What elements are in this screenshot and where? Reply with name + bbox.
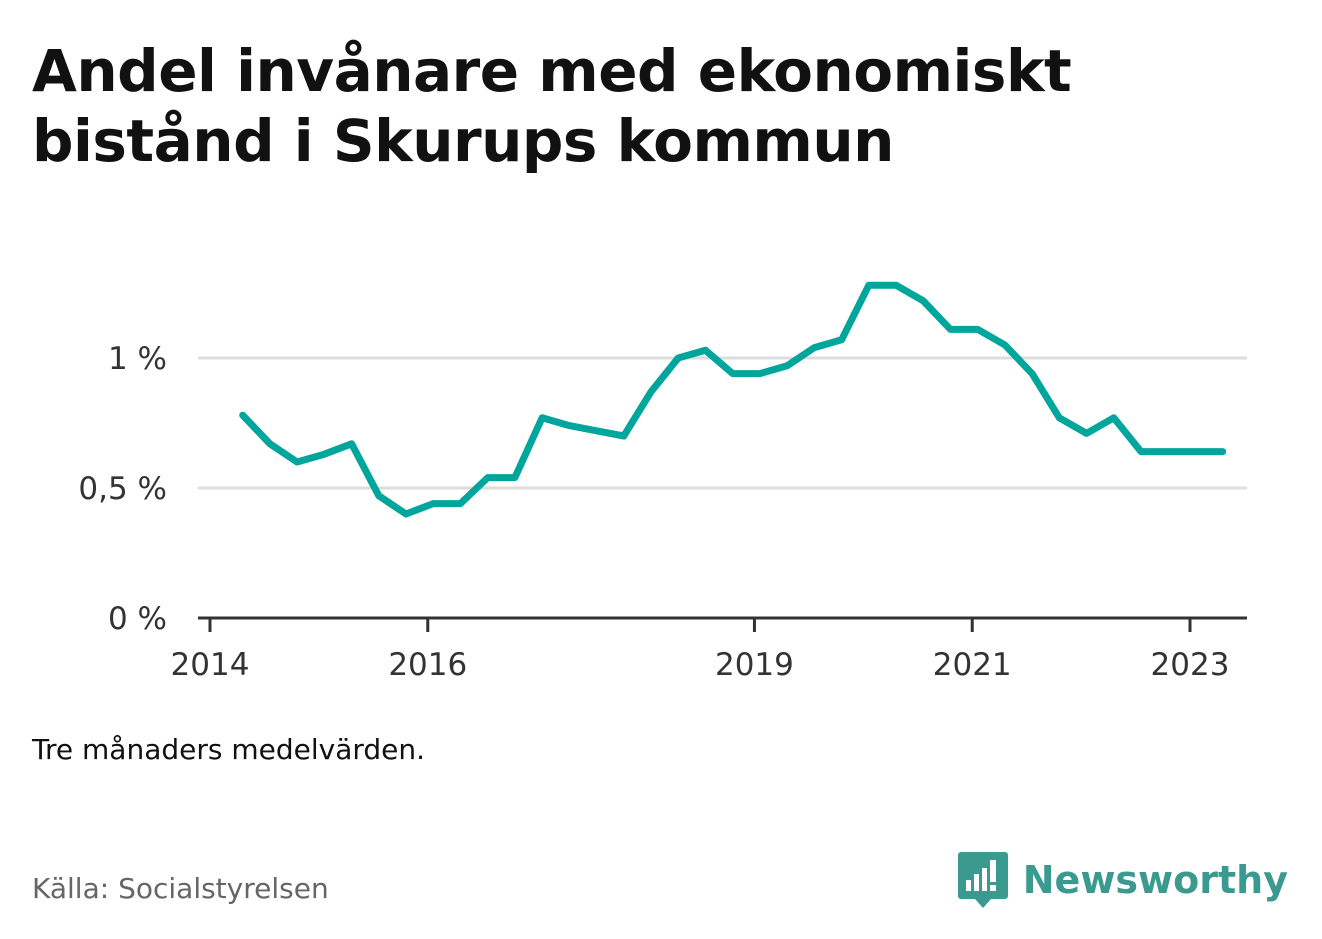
grid-lines [198, 356, 1247, 490]
y-axis-labels: 0 % 0,5 % 1 % [78, 341, 167, 637]
line-chart: 0 % 0,5 % 1 % 2014 2016 2019 2021 2023 [78, 281, 1247, 683]
y-tick-label: 0 % [108, 601, 167, 637]
source-credit: Källa: Socialstyrelsen [32, 872, 329, 905]
series-layer [239, 281, 1227, 518]
x-tick-label: 2014 [171, 647, 250, 683]
x-tick-label: 2021 [933, 647, 1012, 683]
x-tick-label: 2019 [715, 647, 794, 683]
y-tick-label: 0,5 % [78, 471, 167, 507]
brand-logo: Newsworthy [957, 850, 1288, 910]
x-axis [198, 616, 1247, 632]
newsworthy-logo-icon [957, 852, 1008, 908]
chart-note: Tre månaders medelvärden. [32, 733, 426, 766]
x-tick-label: 2016 [388, 647, 467, 683]
x-tick-label: 2023 [1151, 647, 1230, 683]
chart-title: Andel invånare med ekonomiskt bistånd i … [32, 37, 1072, 175]
brand-name: Newsworthy [1022, 858, 1288, 902]
y-tick-label: 1 % [108, 341, 167, 377]
x-axis-labels: 2014 2016 2019 2021 2023 [171, 647, 1230, 683]
series-line [239, 281, 1227, 518]
